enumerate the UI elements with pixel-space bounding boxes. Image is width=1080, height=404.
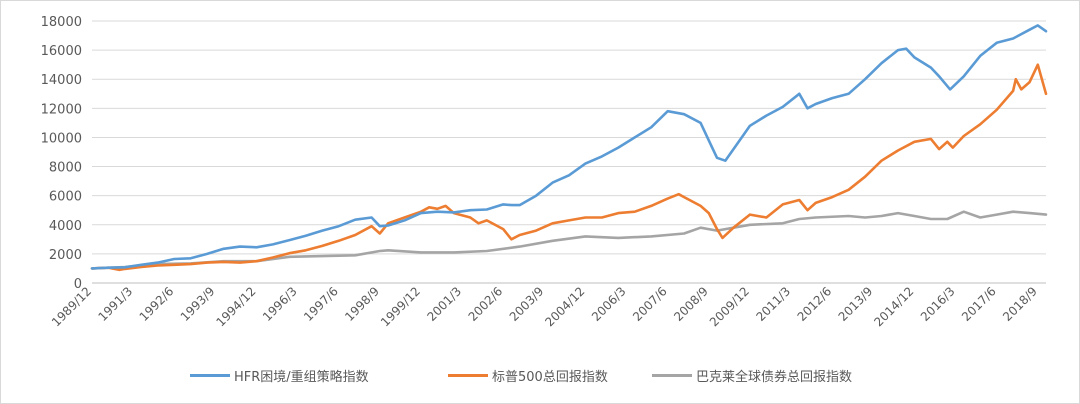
y-tick-label: 10000 [41, 131, 82, 146]
x-tick-label: 1991/3 [95, 284, 135, 324]
x-tick-label: 1997/6 [301, 284, 341, 324]
x-tick-label: 1993/9 [178, 284, 218, 324]
series-line-barclays [90, 210, 1048, 270]
x-tick-label: 2009/12 [707, 284, 752, 329]
x-tick-label: 1996/3 [260, 284, 300, 324]
legend-item-sp500: 标普500总回报指数 [448, 366, 608, 385]
x-tick-label: 2003/9 [507, 284, 547, 324]
y-tick-label: 4000 [49, 219, 82, 234]
y-tick-label: 14000 [41, 73, 82, 88]
legend-swatch-barclays [652, 374, 692, 377]
x-tick-label: 2018/9 [1000, 284, 1040, 324]
y-tick-label: 8000 [49, 161, 82, 176]
legend-item-barclays: 巴克莱全球债券总回报指数 [652, 366, 852, 385]
x-tick-label: 2014/12 [871, 284, 916, 329]
y-tick-label: 18000 [41, 15, 82, 30]
legend-label-hfr: HFR困境/重组策略指数 [234, 370, 369, 385]
x-tick-label: 1989/12 [49, 284, 94, 329]
y-tick-label: 6000 [49, 190, 82, 205]
x-tick-label: 2002/6 [466, 284, 506, 324]
series-line-hfr [90, 24, 1048, 270]
x-tick-label: 2001/3 [424, 284, 464, 324]
legend-item-hfr: HFR困境/重组策略指数 [190, 366, 369, 385]
grid-lines [92, 20, 1046, 255]
x-tick-label: 2004/12 [542, 284, 587, 329]
x-tick-label: 1998/9 [342, 284, 382, 324]
x-tick-label: 2008/9 [671, 284, 711, 324]
y-tick-label: 0 [74, 277, 82, 292]
legend-swatch-hfr [190, 374, 230, 377]
x-tick-label: 2006/3 [589, 284, 629, 324]
y-tick-label: 12000 [41, 102, 82, 117]
y-tick-label: 16000 [41, 44, 82, 59]
x-tick-label: 1992/6 [137, 284, 177, 324]
series-lines [90, 24, 1048, 272]
x-tick-label: 1994/12 [213, 284, 258, 329]
legend-label-sp500: 标普500总回报指数 [492, 370, 608, 385]
legend-swatch-sp500 [448, 374, 488, 377]
x-tick-label: 2016/3 [918, 284, 958, 324]
x-tick-label: 2011/3 [753, 284, 793, 324]
series-line-sp500 [90, 63, 1048, 272]
x-tick-label: 1999/12 [378, 284, 423, 329]
y-axis-ticks: 0 2000 4000 6000 8000 10000 12000 14000 16000 180… [41, 15, 82, 292]
y-tick-label: 2000 [49, 248, 82, 263]
x-tick-label: 2012/6 [795, 284, 835, 324]
x-tick-label: 2013/9 [836, 284, 876, 324]
x-tick-label: 2007/6 [630, 284, 670, 324]
legend-label-barclays: 巴克莱全球债券总回报指数 [696, 370, 853, 385]
x-tick-label: 2017/6 [959, 284, 999, 324]
legend: HFR困境/重组策略指数 标普500总回报指数 巴克莱全球债券总回报指数 [0, 366, 1080, 388]
